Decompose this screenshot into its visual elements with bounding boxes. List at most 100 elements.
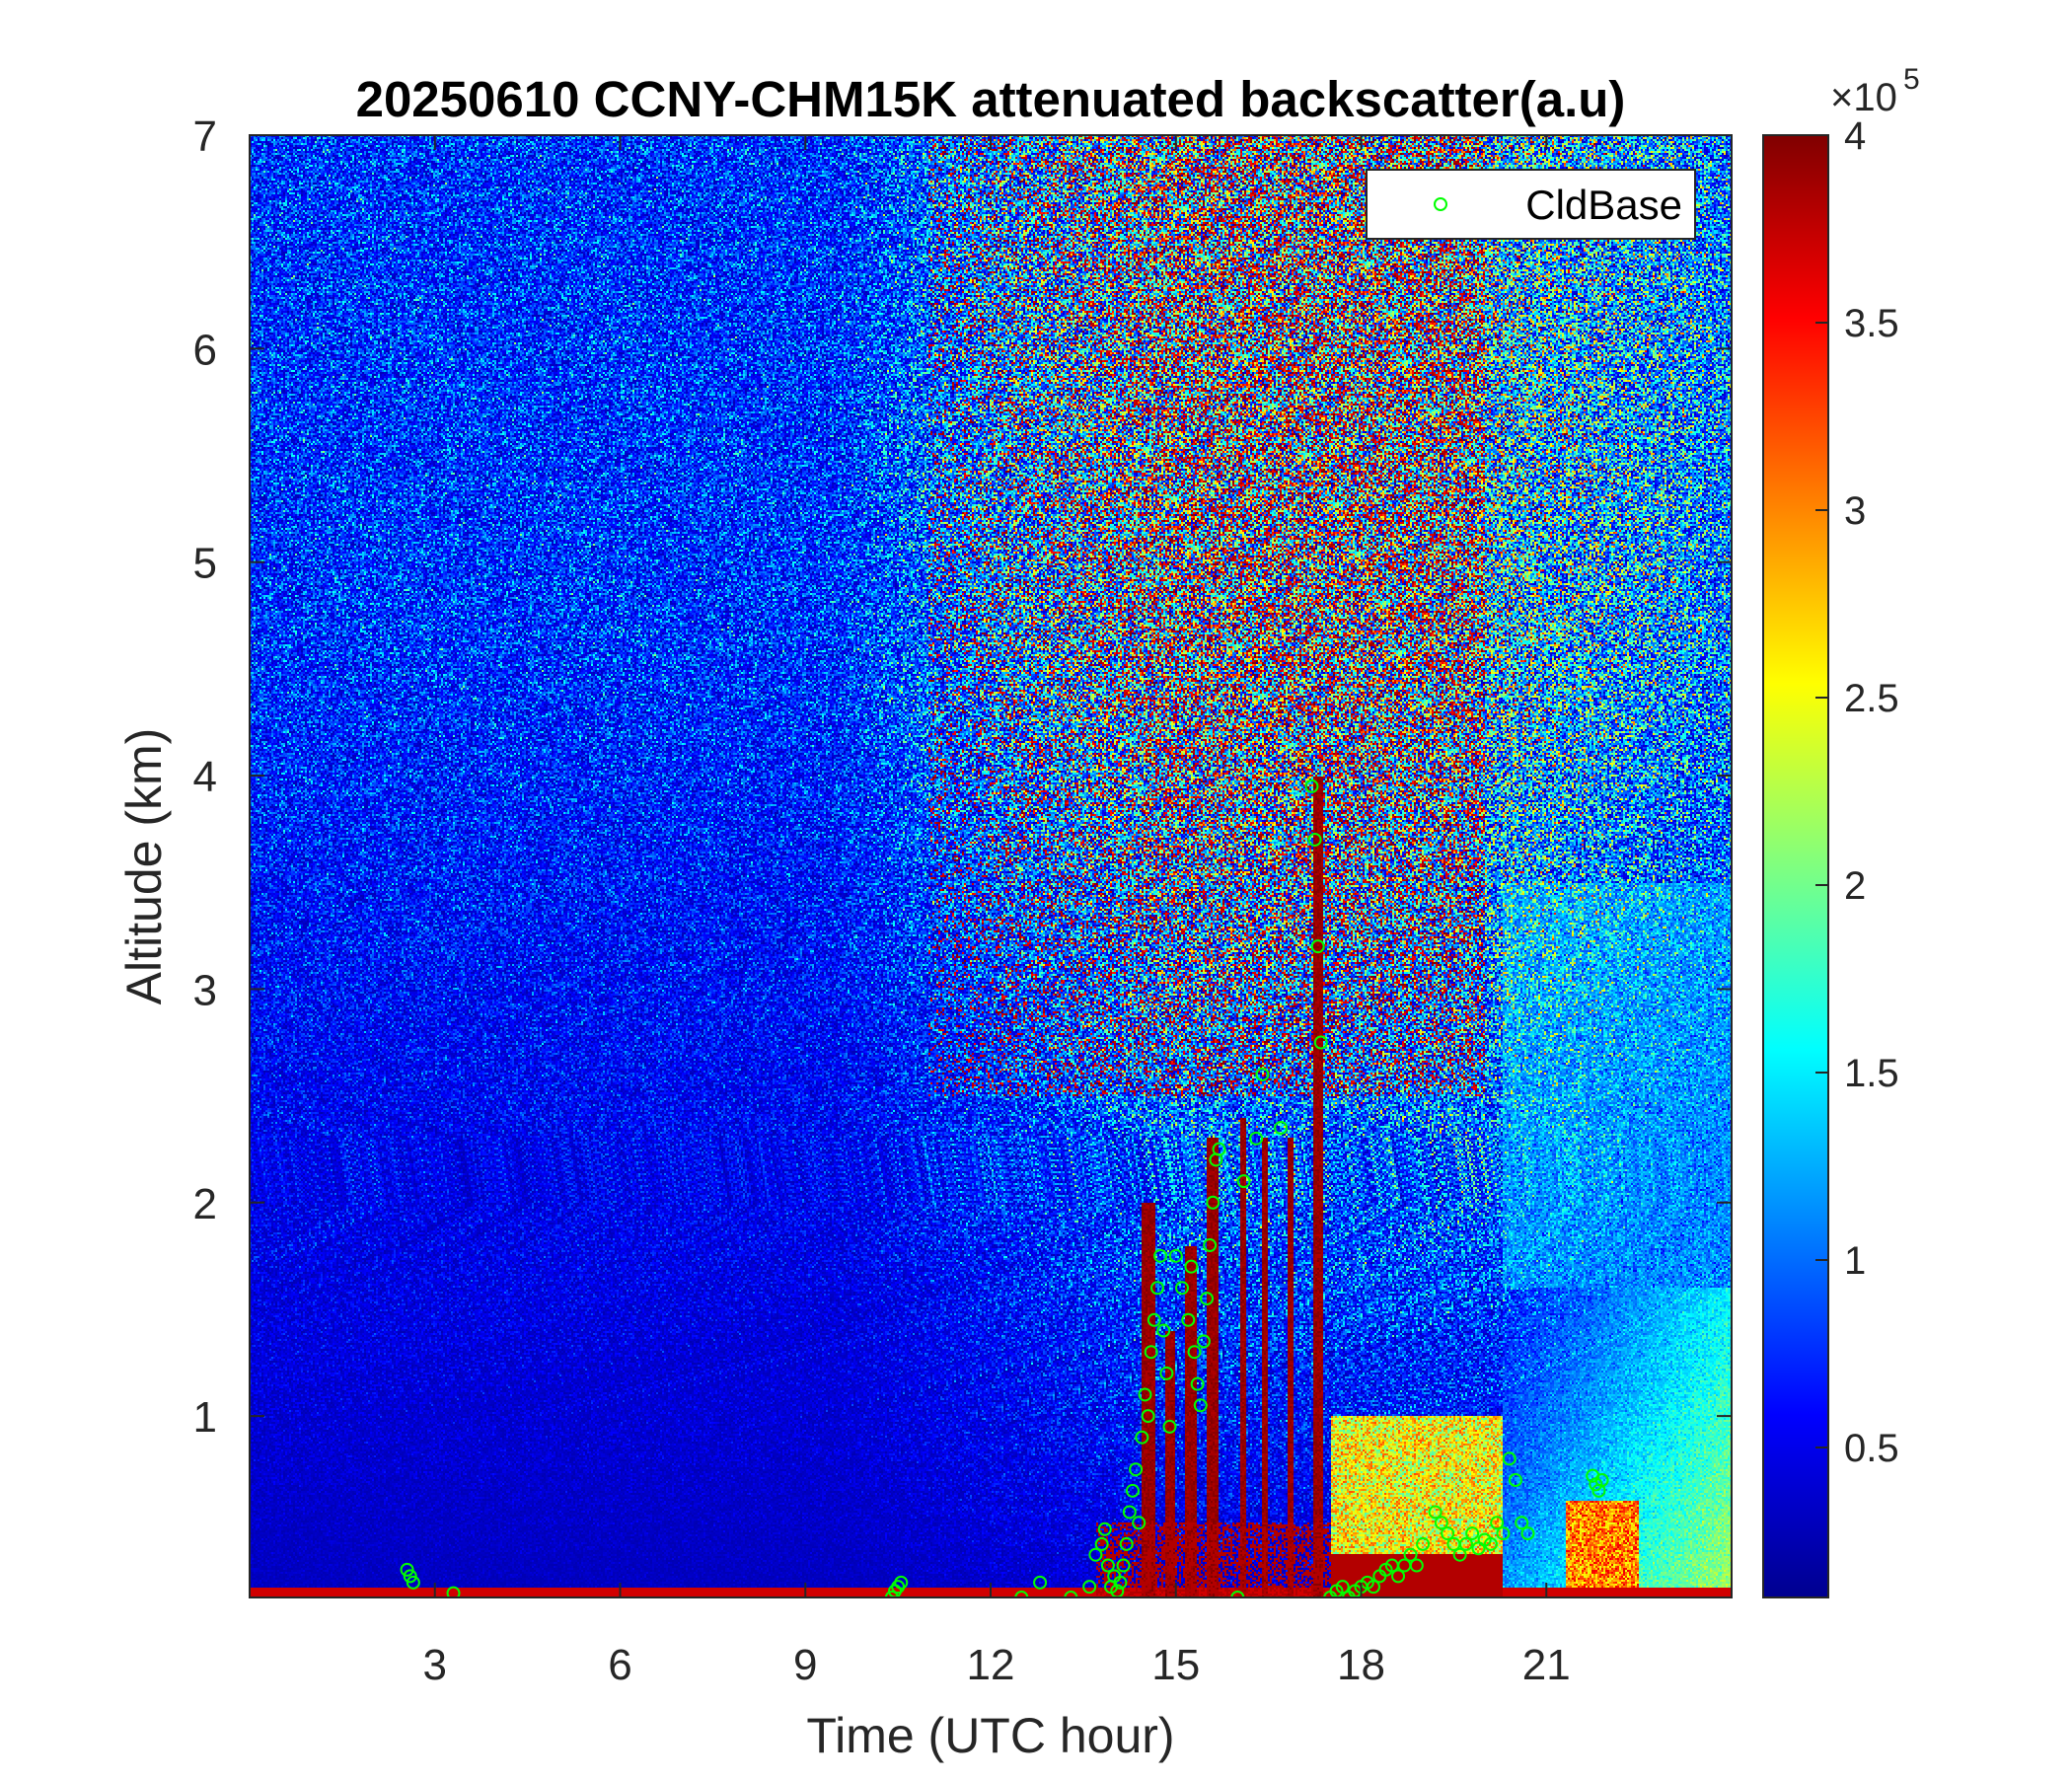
- cldbase-point: [1274, 1121, 1289, 1136]
- colorbar-multiplier-exponent: 5: [1903, 63, 1920, 96]
- cldbase-point: [1113, 1575, 1128, 1590]
- cldbase-point: [1307, 832, 1322, 847]
- colorbar-tick-label: 0.5: [1844, 1427, 1899, 1470]
- y-tick-label: 3: [193, 966, 217, 1014]
- cldbase-point: [1255, 1067, 1270, 1081]
- y-tick-label: 2: [193, 1180, 217, 1228]
- colorbar-tick-label: 1.5: [1844, 1052, 1899, 1095]
- cldbase-point: [403, 1569, 417, 1584]
- cldbase-point: [1141, 1409, 1155, 1424]
- cldbase-point: [1434, 1516, 1448, 1530]
- cldbase-point: [1313, 1035, 1328, 1050]
- colorbar-ticks: 0.5 1 1.5 2 2.5 3 3.5 4: [1815, 114, 1899, 1470]
- cldbase-point: [1483, 1536, 1498, 1551]
- cldbase-point: [1452, 1547, 1467, 1562]
- y-tick-label: 4: [193, 753, 217, 801]
- x-tick-label: 3: [423, 1641, 447, 1689]
- y-tick-label: 5: [193, 540, 217, 588]
- x-tick-label: 6: [608, 1641, 631, 1689]
- cldbase-point: [1149, 1281, 1164, 1296]
- cldbase-point: [1162, 1419, 1177, 1434]
- x-tick-label: 18: [1337, 1641, 1385, 1689]
- heatmap-container: [250, 135, 1732, 1597]
- cldbase-point: [1116, 1558, 1131, 1573]
- colorbar-tick-label: 4: [1844, 114, 1866, 158]
- cldbase-point: [1515, 1516, 1529, 1530]
- cldbase-point: [1502, 1451, 1517, 1466]
- cldbase-point: [1206, 1195, 1221, 1210]
- cldbase-point: [1428, 1505, 1443, 1520]
- cldbase-point: [1496, 1526, 1511, 1541]
- y-tick-label: 1: [193, 1393, 217, 1442]
- cldbase-point: [1196, 1334, 1211, 1349]
- cldbase-point: [1403, 1547, 1418, 1562]
- cldbase-point: [1181, 1312, 1196, 1327]
- y-axis: 1 2 3 4 5 6 7: [193, 112, 1732, 1442]
- colorbar-tick-label: 2: [1844, 864, 1866, 908]
- y-axis-title: Altitude (km): [116, 728, 172, 1005]
- cldbase-point: [1335, 1580, 1350, 1595]
- y-tick-label: 7: [193, 112, 217, 161]
- colorbar-tick-label: 1: [1844, 1239, 1866, 1283]
- cldbase-point: [1156, 1323, 1171, 1338]
- cldbase-point: [1304, 779, 1319, 793]
- cldbase-point: [1138, 1387, 1152, 1402]
- cldbase-point: [1391, 1569, 1406, 1584]
- cldbase-point: [1129, 1462, 1144, 1477]
- cldbase-point: [1416, 1536, 1431, 1551]
- cldbase-point: [1168, 1248, 1183, 1263]
- cldbase-point: [884, 1591, 899, 1597]
- x-tick-label: 21: [1522, 1641, 1571, 1689]
- cldbase-point: [1033, 1575, 1048, 1590]
- cldbase-point: [1230, 1591, 1245, 1597]
- legend: CldBase: [1366, 169, 1696, 240]
- cldbase-point: [1135, 1430, 1149, 1445]
- colorbar-multiplier: ×10: [1830, 76, 1897, 119]
- colorbar-tick-label: 2.5: [1844, 677, 1899, 720]
- cldbase-point: [1122, 1505, 1137, 1520]
- cldbase-point: [1200, 1292, 1215, 1306]
- cldbase-point: [1465, 1526, 1480, 1541]
- cldbase-point: [406, 1575, 420, 1590]
- cldbase-point: [1190, 1376, 1205, 1391]
- legend-label-cldbase: CldBase: [1525, 182, 1682, 228]
- cldbase-point: [1144, 1345, 1158, 1360]
- cldbase-point: [1193, 1398, 1208, 1413]
- backscatter-heatmap: [250, 135, 1732, 1597]
- cldbase-point: [1249, 1131, 1264, 1146]
- x-axis-title: Time (UTC hour): [806, 1708, 1174, 1763]
- cldbase-point: [1212, 1142, 1226, 1156]
- cldbase-point: [1310, 939, 1325, 954]
- cldbase-point: [1184, 1259, 1199, 1274]
- cldbase-point: [1119, 1536, 1134, 1551]
- cldbase-point: [446, 1586, 461, 1597]
- colorbar-tick-label: 3: [1844, 489, 1866, 533]
- cldbase-point: [1153, 1248, 1168, 1263]
- colorbar-tick-label: 3.5: [1844, 302, 1899, 345]
- cldbase-point: [1159, 1366, 1174, 1380]
- cldbase-point: [1520, 1526, 1535, 1541]
- cldbase-point: [1508, 1473, 1522, 1488]
- cldbase-point: [1100, 1558, 1115, 1573]
- cldbase-point: [1367, 1580, 1381, 1595]
- cldbase-point: [1490, 1516, 1505, 1530]
- cldbase-point: [1236, 1174, 1251, 1189]
- cldbase-point: [1064, 1591, 1078, 1597]
- cldbase-point: [1014, 1591, 1029, 1597]
- x-axis: 3 6 9 12 15 18 21: [423, 135, 1571, 1689]
- cldbase-point: [1094, 1536, 1109, 1551]
- cldbase-point: [1132, 1516, 1147, 1530]
- colorbar: [1762, 134, 1829, 1598]
- cldbase-point: [1203, 1238, 1218, 1253]
- cldbase-point: [1125, 1483, 1140, 1498]
- cldbase-point: [1594, 1473, 1609, 1488]
- cldbase-point: [1187, 1345, 1202, 1360]
- x-tick-label: 12: [967, 1641, 1015, 1689]
- cldbase-point: [1458, 1536, 1473, 1551]
- cldbase-point: [1147, 1312, 1161, 1327]
- legend-box: [1366, 169, 1696, 240]
- x-tick-label: 9: [793, 1641, 817, 1689]
- cldbase-point: [1082, 1580, 1097, 1595]
